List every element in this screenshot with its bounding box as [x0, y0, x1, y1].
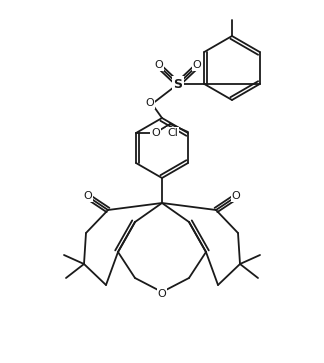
Text: O: O: [151, 128, 160, 138]
Text: O: O: [155, 60, 163, 70]
Text: O: O: [157, 289, 167, 299]
Text: S: S: [173, 77, 182, 90]
Text: O: O: [193, 60, 202, 70]
Text: O: O: [145, 98, 154, 108]
Text: Cl: Cl: [167, 128, 178, 138]
Text: O: O: [84, 191, 92, 201]
Text: O: O: [232, 191, 240, 201]
